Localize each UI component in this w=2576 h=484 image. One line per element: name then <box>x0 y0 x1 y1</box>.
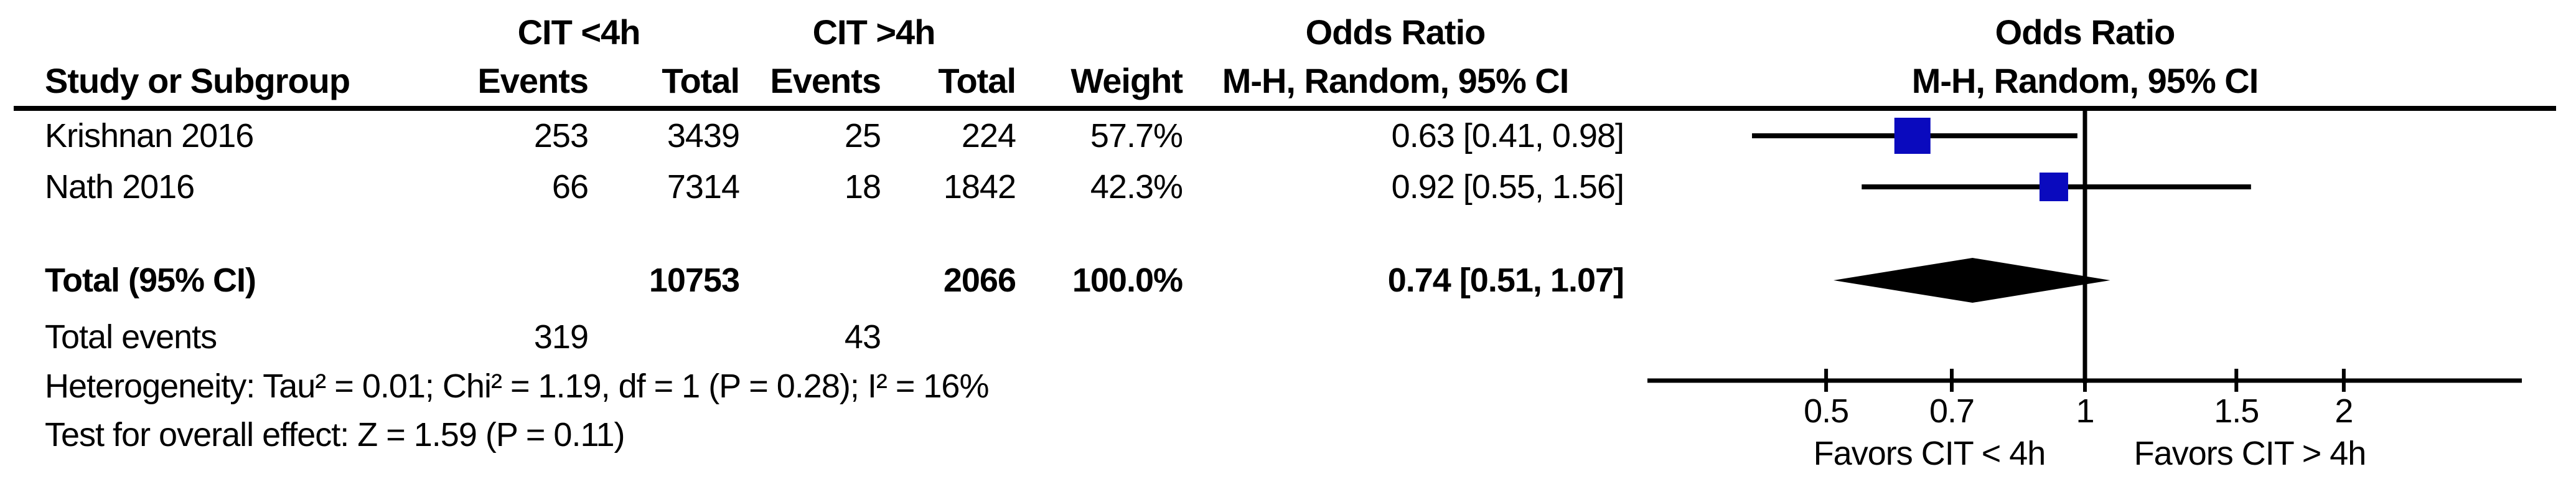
axis-tick <box>2083 369 2087 392</box>
study-events1: 253 <box>533 117 589 154</box>
axis-tick-label: 2 <box>2335 392 2353 430</box>
favors-left-label: Favors CIT < 4h <box>1813 435 2046 472</box>
col-header-weight: Weight <box>1070 61 1183 100</box>
col-header-events1: Events <box>477 61 589 100</box>
col-header-study: Study or Subgroup <box>45 61 350 100</box>
overall-effect-text: Test for overall effect: Z = 1.59 (P = 0… <box>45 416 625 453</box>
total-total1: 10753 <box>649 262 740 299</box>
plot-subtitle: M-H, Random, 95% CI <box>1911 61 2259 100</box>
total-or-ci: 0.74 [0.51, 1.07] <box>1387 262 1624 299</box>
col-header-events2: Events <box>770 61 881 100</box>
total-label: Total (95% CI) <box>45 262 256 299</box>
favors-right-label: Favors CIT > 4h <box>2133 435 2367 472</box>
study-weight: 42.3% <box>1090 168 1183 206</box>
axis-tick <box>1824 369 1829 392</box>
axis-tick-label: 1.5 <box>2214 392 2259 430</box>
study-name: Krishnan 2016 <box>45 117 254 154</box>
study-weight: 57.7% <box>1090 117 1183 154</box>
null-effect-line <box>2082 106 2087 383</box>
heterogeneity-text: Heterogeneity: Tau² = 0.01; Chi² = 1.19,… <box>45 368 989 405</box>
axis-tick-label: 0.5 <box>1804 392 1849 430</box>
total-events1: 319 <box>533 318 589 356</box>
study-or-ci: 0.63 [0.41, 0.98] <box>1391 117 1624 154</box>
study-total2: 224 <box>961 117 1016 154</box>
study-total1: 3439 <box>667 117 740 154</box>
study-marker <box>1894 117 1931 154</box>
axis-tick <box>2341 369 2346 392</box>
study-name: Nath 2016 <box>45 168 195 206</box>
total-events-label: Total events <box>45 318 217 356</box>
col-header-or-ci: M-H, Random, 95% CI <box>1222 61 1570 100</box>
study-marker <box>2039 173 2068 201</box>
total-weight: 100.0% <box>1072 262 1183 299</box>
total-events2: 43 <box>844 318 881 356</box>
study-or-ci: 0.92 [0.55, 1.56] <box>1391 168 1624 206</box>
study-total1: 7314 <box>667 168 740 206</box>
plot-title: Odds Ratio <box>1995 12 2176 52</box>
axis-tick-label: 0.7 <box>1929 392 1975 430</box>
total-total2: 2066 <box>943 262 1016 299</box>
axis-tick-label: 1 <box>2076 392 2094 430</box>
group1-header: CIT <4h <box>517 12 641 52</box>
col-header-total2: Total <box>938 61 1016 100</box>
header-rule <box>14 106 2556 111</box>
study-events2: 25 <box>844 117 881 154</box>
study-events1: 66 <box>551 168 589 206</box>
group2-header: CIT >4h <box>812 12 936 52</box>
col-header-total1: Total <box>662 61 740 100</box>
summary-diamond <box>1833 258 2110 303</box>
axis-tick <box>2234 369 2239 392</box>
study-total2: 1842 <box>943 168 1016 206</box>
study-events2: 18 <box>844 168 881 206</box>
axis-tick <box>1949 369 1954 392</box>
odds-ratio-column-title: Odds Ratio <box>1305 12 1486 52</box>
